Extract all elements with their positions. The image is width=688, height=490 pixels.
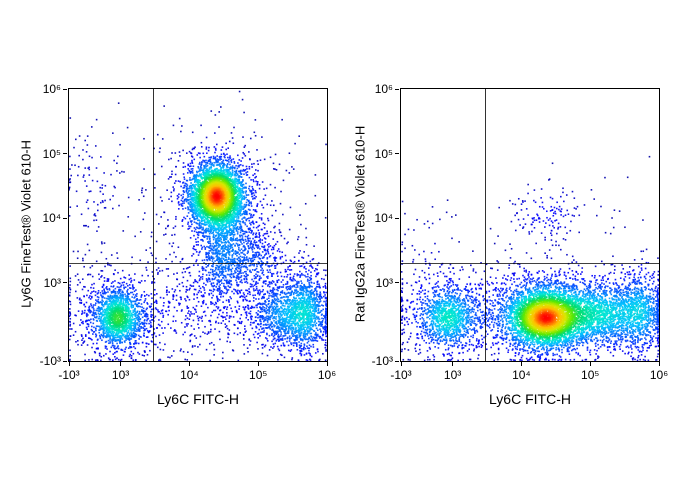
y-tick-mark — [63, 360, 67, 362]
x-tick-label: -10³ — [390, 368, 412, 382]
y-tick-mark — [63, 282, 67, 284]
x-tick-label: -10³ — [58, 368, 80, 382]
density-scatter-canvas — [69, 89, 327, 361]
x-tick-label: 10⁶ — [649, 368, 669, 382]
x-tick-label: 10⁴ — [180, 368, 199, 382]
x-tick-mark — [658, 362, 660, 366]
plot-area — [400, 88, 660, 362]
x-axis-label: Ly6C FITC-H — [489, 391, 571, 407]
y-tick-label: 10³ — [375, 275, 393, 290]
x-tick-mark — [257, 362, 259, 366]
x-tick-label: 10⁴ — [512, 368, 531, 382]
y-tick-mark — [395, 360, 399, 362]
y-tick-label: -10³ — [39, 354, 61, 368]
y-tick-label: 10⁶ — [42, 82, 61, 96]
y-tick-mark — [395, 217, 399, 219]
y-tick-label: 10⁶ — [374, 82, 393, 96]
y-axis-label: Rat IgG2a FineTest® Violet 610-H — [352, 125, 368, 323]
x-tick-label: 10³ — [443, 368, 462, 382]
y-tick-mark — [63, 217, 67, 219]
x-tick-mark — [326, 362, 328, 366]
x-tick-mark — [400, 362, 402, 366]
y-tick-mark — [63, 88, 67, 90]
x-tick-mark — [188, 362, 190, 366]
x-tick-mark — [68, 362, 70, 366]
density-scatter-canvas — [401, 89, 659, 361]
y-tick-mark — [63, 153, 67, 155]
x-tick-label: 10⁵ — [249, 368, 268, 382]
plot-area — [68, 88, 328, 362]
y-tick-label: 10⁵ — [374, 146, 393, 161]
y-tick-mark — [395, 282, 399, 284]
x-tick-label: 10⁶ — [317, 368, 337, 382]
x-tick-mark — [589, 362, 591, 366]
x-tick-label: 10³ — [111, 368, 130, 382]
y-tick-label: 10⁴ — [374, 211, 393, 226]
x-tick-mark — [520, 362, 522, 366]
y-tick-mark — [395, 88, 399, 90]
x-tick-mark — [120, 362, 122, 366]
x-axis-label: Ly6C FITC-H — [157, 391, 239, 407]
x-tick-label: 10⁵ — [581, 368, 600, 382]
y-tick-label: -10³ — [371, 354, 393, 368]
y-tick-mark — [395, 153, 399, 155]
y-tick-label: 10³ — [43, 275, 61, 290]
y-tick-label: 10⁴ — [42, 211, 61, 226]
x-tick-mark — [452, 362, 454, 366]
y-tick-label: 10⁵ — [42, 146, 61, 161]
